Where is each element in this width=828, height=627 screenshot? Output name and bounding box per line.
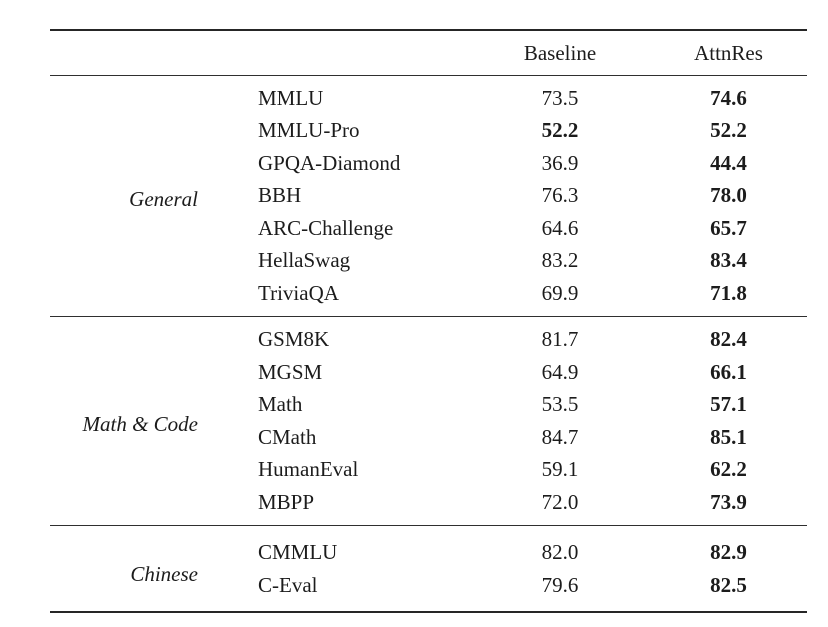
- benchmark-name: HumanEval: [258, 457, 359, 481]
- attnres-value: 82.4: [710, 327, 747, 351]
- table-row: MBPP 72.0 73.9: [50, 486, 807, 526]
- benchmark-name: MMLU-Pro: [258, 118, 360, 142]
- benchmark-results-table-wrap: Baseline AttnRes General MMLU 73.5 74.6 …: [50, 29, 807, 613]
- attnres-value: 82.9: [710, 540, 747, 564]
- header-row: Baseline AttnRes: [50, 30, 807, 75]
- attnres-value: 66.1: [710, 359, 747, 384]
- baseline-value: 36.9: [541, 150, 579, 175]
- attnres-value: 78.0: [710, 183, 747, 207]
- table-row: C-Eval 79.6 82.5: [50, 569, 807, 613]
- attnres-value: 65.7: [710, 215, 747, 240]
- table-row: Math 53.5 57.1: [50, 388, 807, 421]
- table-row: HellaSwag 83.2 83.4: [50, 244, 807, 277]
- benchmark-name: C-Eval: [258, 572, 318, 597]
- benchmark-name: GSM8K: [258, 327, 330, 351]
- benchmark-name: GPQA-Diamond: [258, 150, 401, 175]
- attnres-value: 85.1: [710, 424, 747, 449]
- baseline-value: 73.5: [541, 85, 579, 110]
- table-row: MGSM 64.9 66.1: [50, 356, 807, 389]
- benchmark-name: Math: [258, 392, 303, 416]
- attnres-value: 73.9: [710, 489, 747, 514]
- benchmark-name: TriviaQA: [258, 280, 339, 305]
- table-row: MMLU-Pro 52.2 52.2: [50, 114, 807, 147]
- attnres-column-header: AttnRes: [694, 40, 763, 65]
- section-chinese: Chinese CMMLU 82.0 82.9 C-Eval 79.6 82.5: [50, 525, 807, 613]
- group-label-general: General: [129, 186, 198, 211]
- baseline-value: 82.0: [541, 540, 579, 564]
- attnres-value: 83.4: [710, 248, 747, 272]
- baseline-value: 83.2: [541, 248, 579, 272]
- baseline-value: 64.9: [541, 359, 579, 384]
- benchmark-name: MMLU: [258, 85, 324, 110]
- baseline-value: 64.6: [541, 215, 579, 240]
- benchmark-name: MBPP: [258, 489, 315, 514]
- attnres-value: 44.4: [710, 150, 747, 175]
- attnres-value: 71.8: [710, 280, 747, 305]
- table-row: CMath 84.7 85.1: [50, 421, 807, 454]
- baseline-value: 53.5: [541, 392, 579, 416]
- attnres-value: 62.2: [710, 457, 747, 481]
- empty-header-cell-group: [50, 30, 198, 75]
- benchmark-name: MGSM: [258, 359, 323, 384]
- baseline-value: 72.0: [541, 489, 579, 514]
- baseline-value: 76.3: [541, 183, 579, 207]
- benchmark-name: BBH: [258, 183, 302, 207]
- baseline-value: 81.7: [541, 327, 579, 351]
- table-row: GPQA-Diamond 36.9 44.4: [50, 147, 807, 180]
- baseline-value: 59.1: [541, 457, 579, 481]
- group-label-chinese: Chinese: [130, 561, 198, 586]
- attnres-value: 74.6: [710, 85, 747, 110]
- table-row: TriviaQA 69.9 71.8: [50, 277, 807, 317]
- attnres-value: 52.2: [710, 118, 747, 142]
- baseline-value: 79.6: [541, 572, 579, 597]
- baseline-value: 69.9: [541, 280, 579, 305]
- benchmark-name: HellaSwag: [258, 248, 351, 272]
- table-row: Chinese CMMLU 82.0 82.9: [50, 526, 807, 586]
- table-row: HumanEval 59.1 62.2: [50, 453, 807, 486]
- baseline-value: 52.2: [541, 118, 579, 142]
- benchmark-results-table: Baseline AttnRes General MMLU 73.5 74.6 …: [50, 29, 807, 613]
- attnres-value: 57.1: [710, 392, 747, 416]
- baseline-value: 84.7: [541, 424, 579, 449]
- section-general: General MMLU 73.5 74.6 MMLU-Pro 52.2 52.…: [50, 75, 807, 317]
- empty-header-cell-benchmark: [198, 30, 470, 75]
- benchmark-name: CMMLU: [258, 540, 338, 564]
- table-row: BBH 76.3 78.0: [50, 179, 807, 212]
- table-row: ARC-Challenge 64.6 65.7: [50, 212, 807, 245]
- benchmark-name: CMath: [258, 424, 317, 449]
- table-row: General MMLU 73.5 74.6: [50, 75, 807, 211]
- baseline-column-header: Baseline: [523, 40, 597, 65]
- benchmark-name: ARC-Challenge: [258, 215, 394, 240]
- attnres-value: 82.5: [710, 572, 747, 597]
- section-math-code: Math & Code GSM8K 81.7 82.4 MGSM 64.9 66…: [50, 316, 807, 526]
- table-row: Math & Code GSM8K 81.7 82.4: [50, 317, 807, 436]
- group-label-math-code: Math & Code: [82, 412, 199, 436]
